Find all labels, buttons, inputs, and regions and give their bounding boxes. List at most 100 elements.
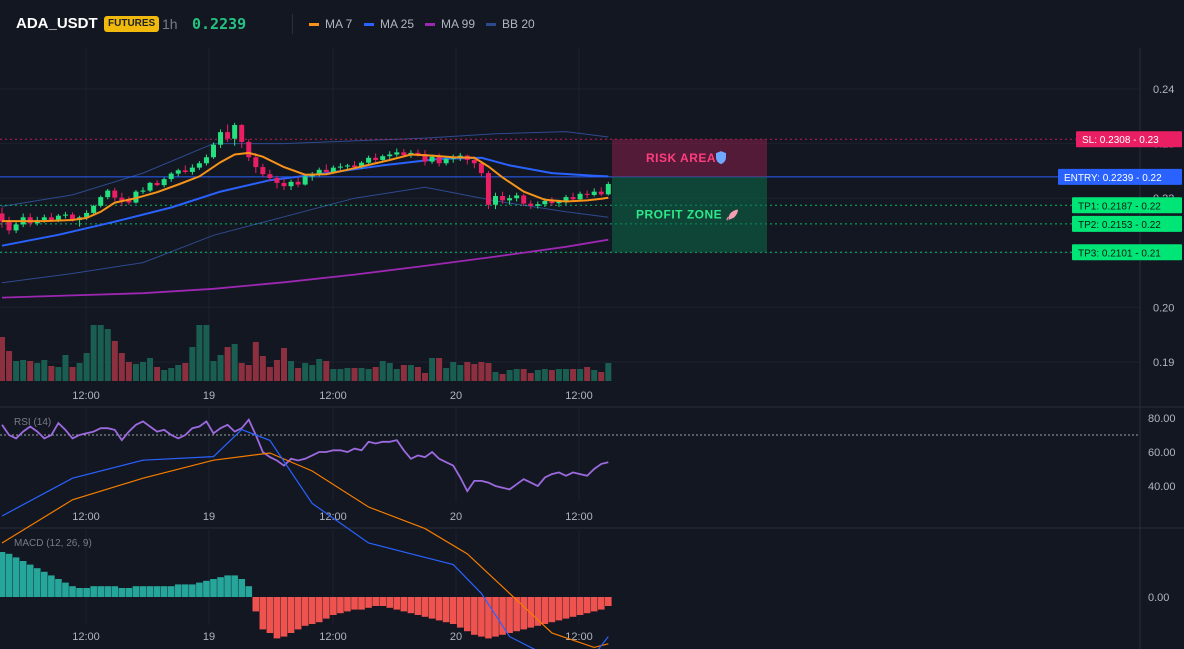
x-tick-label: 12:00 [319,511,347,523]
candle-body [514,195,520,199]
volume-bar [189,347,196,381]
legend-ma7[interactable]: MA 7 [309,17,352,31]
x-tick-label: 12:00 [565,511,593,523]
volume-bar [20,360,27,381]
macd-histogram-bar [414,597,422,615]
macd-histogram-bar [160,586,168,597]
volume-bar [450,362,457,381]
candle-body [41,217,47,221]
legend-bb20-label: BB 20 [502,17,535,31]
symbol-name[interactable]: ADA_USDT [16,15,98,32]
x-tick-label: 12:00 [565,631,593,643]
legend-ma99[interactable]: MA 99 [425,17,475,31]
volume-bar [6,351,13,381]
volume-bar [245,365,252,381]
macd-histogram-bar [372,597,379,606]
candle-body [13,224,19,231]
candle-body [267,174,273,178]
legend-ma25[interactable]: MA 25 [364,17,414,31]
level-tag-tp2 [1072,215,1182,232]
timeframe-label[interactable]: 1h [162,16,178,32]
candle-body [295,181,301,185]
x-tick-label: 12:00 [72,390,100,402]
candle-body [189,167,195,172]
volume-bar [344,368,351,381]
macd-histogram-bar [478,597,485,637]
candle-body [281,182,287,187]
ma99-swatch [425,22,435,26]
macd-histogram-bar [315,597,323,623]
macd-histogram-bar [252,597,260,612]
macd-histogram-bar [231,575,238,597]
legend-ma7-label: MA 7 [325,17,353,31]
macd-histogram-bar [513,597,520,632]
volume-bar [217,355,224,381]
macd-histogram-bar [287,597,295,633]
macd-histogram-bar [33,568,41,597]
candle-body [577,193,583,200]
macd-line [1,428,609,649]
macd-histogram-bar [12,557,20,597]
x-tick-label: 20 [450,511,462,523]
candle-body [549,200,555,204]
volume-bar [330,369,337,381]
ma25-line [1,156,609,247]
volume-bar [104,329,111,381]
macd-histogram-bar [330,597,337,615]
x-tick-label: 12:00 [319,631,347,643]
macd-histogram-bar [471,597,478,635]
candle-body [352,165,357,168]
candle-body [126,200,132,203]
candle-body [0,213,5,222]
x-tick-label: 12:00 [319,390,347,402]
candle-body [485,173,491,205]
volume-bar [372,367,379,381]
volume-bar [118,353,125,381]
macd-histogram-bar [449,597,457,624]
candle-body [211,144,216,158]
macd-y-tick: 0.00 [1148,592,1169,604]
candle-body [84,212,90,218]
candle-body [528,203,534,206]
volume-bar [83,353,90,381]
macd-histogram-bar [583,597,591,614]
candle-body [605,184,611,195]
macd-histogram-bar [344,597,351,612]
candle-body [182,170,188,172]
volume-bar [27,361,34,381]
candle-body [154,182,160,186]
macd-histogram-bar [41,571,48,597]
level-tag-label-tp1: TP1: 0.2187 - 0.22 [1078,201,1161,212]
candle-body [415,152,421,154]
bb20-swatch [486,22,496,26]
macd-histogram-bar [259,597,267,630]
last-price: 0.2239 [192,15,247,33]
candle-body [302,176,308,185]
macd-histogram-bar [365,597,372,608]
candle-body [387,154,393,157]
volume-bar [520,369,527,381]
macd-histogram-bar [69,586,76,597]
ma7-line [2,151,609,223]
volume-bar [231,344,238,381]
legend-ma25-label: MA 25 [380,17,415,31]
legend-bb20[interactable]: BB 20 [486,17,535,31]
volume-bar [429,358,436,381]
candle-body [232,125,238,139]
volume-bar [140,362,146,381]
chart-header: ADA_USDT FUTURES 1h 0.2239 MA 7 MA 25 MA… [0,0,1184,48]
volume-bar [238,363,245,381]
candle-body [422,153,428,162]
profit-zone [612,176,767,253]
volume-bar [125,362,132,381]
volume-bar [182,363,189,381]
volume-bar [252,342,259,381]
candle-body [380,156,386,160]
macd-histogram-bar [442,597,450,623]
macd-histogram-bar [492,597,499,637]
macd-histogram-bar [534,597,542,626]
candle-body [521,195,527,204]
candle-body [133,191,139,203]
x-tick-label: 20 [450,631,462,643]
